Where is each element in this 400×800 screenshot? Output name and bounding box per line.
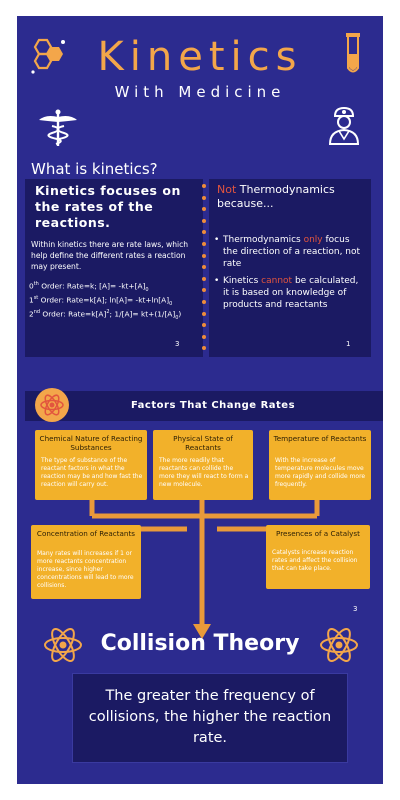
page-title: Kinetics (97, 34, 303, 80)
page-number: 1 (346, 340, 351, 348)
factor-card-title: Temperature of Reactants (273, 434, 367, 443)
test-tube-icon (346, 33, 360, 73)
atom-icon (44, 628, 82, 662)
atom-badge (35, 388, 69, 422)
factor-card: Presences of a Catalyst Catalysts increa… (266, 525, 370, 589)
factor-card-title: Concentration of Reactants (36, 529, 136, 538)
rate-law-zero: 0th Order: Rate=k; [A]= -kt+[A]0 (29, 281, 149, 293)
kinetics-headline: Kinetics focuses on the rates of the rea… (35, 183, 181, 230)
factor-card-body: The more readily that reactants can coll… (159, 457, 249, 488)
factor-card-body: Catalysts increase reaction rates and af… (272, 549, 358, 572)
bullet-kinetics: Kinetics cannot be calculated, it is bas… (214, 275, 363, 311)
factor-card-body: The type of substance of the reactant fa… (41, 457, 143, 488)
rate-law-first: 1st Order: Rate=k[A]; ln[A]= -kt+ln[A]0 (29, 295, 173, 307)
doctor-icon (328, 106, 360, 145)
factor-card: Chemical Nature of Reacting Substances T… (35, 430, 147, 500)
page-subtitle: With Medicine (114, 83, 286, 101)
thermodynamics-headline: Not Thermodynamics because... (217, 183, 335, 210)
factor-card: Concentration of Reactants Many rates wi… (31, 525, 141, 599)
rate-law-second: 2nd Order: Rate=k[A]2; 1/[A]= kt+(1/[A]0… (29, 309, 182, 321)
infographic-poster: Kinetics With Medicine What is kinetics?… (17, 16, 383, 784)
collision-statement: The greater the frequency of collisions,… (88, 688, 332, 746)
thermodynamics-panel: Not Thermodynamics because... Thermodyna… (209, 179, 371, 357)
factor-card-title: Presences of a Catalyst (276, 529, 360, 538)
section-heading-what: What is kinetics? (31, 160, 158, 178)
factor-card-title: Physical State of Reactants (173, 434, 233, 452)
atom-icon (320, 628, 358, 662)
bullet-thermodynamics: Thermodynamics only focus the direction … (214, 234, 363, 270)
factor-card-title: Chemical Nature of Reacting Substances (39, 434, 143, 452)
factors-banner: Factors That Change Rates (25, 391, 383, 421)
page-number: 3 (353, 605, 358, 613)
factor-card-body: Many rates will increases if 1 or more r… (37, 550, 134, 589)
dotted-divider (202, 184, 208, 358)
kinetics-body: Within kinetics there are rate laws, whi… (31, 240, 189, 271)
caduceus-icon (39, 109, 77, 146)
factor-card: Temperature of Reactants With the increa… (269, 430, 371, 500)
atom-icon (40, 394, 64, 416)
molecule-icon (31, 38, 65, 74)
collision-theory-heading: Collision Theory (100, 631, 300, 656)
page-number: 3 (175, 340, 180, 348)
factor-card: Physical State of Reactants The more rea… (153, 430, 253, 500)
collision-statement-box: The greater the frequency of collisions,… (72, 673, 348, 763)
factors-heading: Factors That Change Rates (130, 400, 296, 411)
factor-card-body: With the increase of temperature molecul… (275, 457, 366, 488)
kinetics-panel: Kinetics focuses on the rates of the rea… (25, 179, 203, 357)
